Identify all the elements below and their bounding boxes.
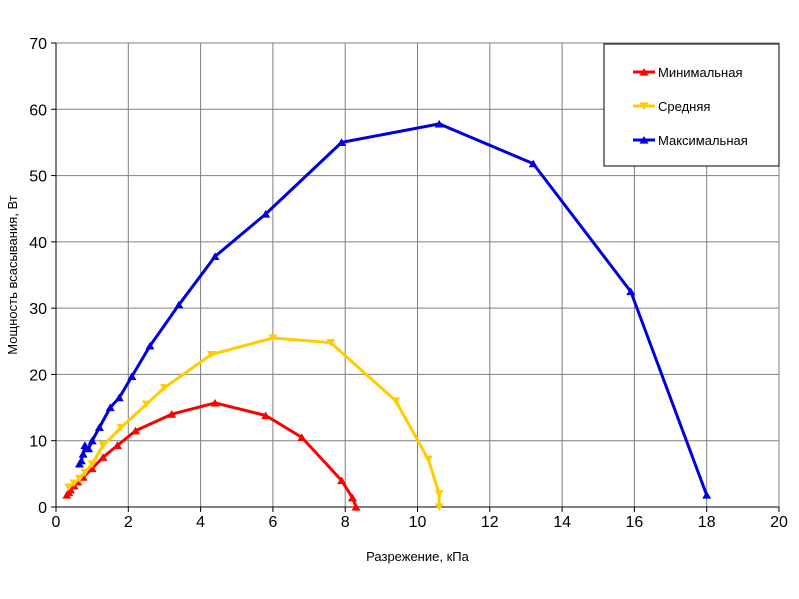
data-point bbox=[98, 441, 108, 450]
data-point bbox=[210, 252, 220, 261]
x-tick-label: 18 bbox=[698, 514, 716, 531]
legend: Минимальная Средняя Максимальная bbox=[603, 43, 780, 167]
data-point bbox=[434, 119, 444, 128]
data-point bbox=[423, 455, 433, 464]
series-line bbox=[67, 336, 441, 507]
series-line bbox=[65, 401, 358, 508]
data-point bbox=[337, 138, 347, 147]
x-tick-label: 4 bbox=[196, 514, 205, 531]
legend-label: Минимальная bbox=[658, 65, 743, 80]
legend-marker bbox=[639, 67, 649, 76]
data-point bbox=[87, 464, 97, 473]
axes bbox=[51, 42, 780, 512]
data-point bbox=[74, 474, 84, 483]
data-point bbox=[702, 491, 712, 499]
series-group bbox=[62, 119, 712, 512]
x-tick-label: 14 bbox=[553, 514, 571, 531]
data-point bbox=[351, 502, 361, 511]
data-point bbox=[434, 503, 444, 512]
legend-item: Средняя bbox=[633, 99, 710, 114]
data-point bbox=[127, 372, 137, 381]
y-tick-label: 0 bbox=[38, 500, 47, 517]
data-point bbox=[64, 483, 74, 492]
data-point bbox=[206, 350, 216, 359]
data-point bbox=[326, 339, 336, 347]
y-axis-label: Мощность всасывания, Вт bbox=[5, 195, 20, 354]
legend-item: Минимальная bbox=[633, 65, 743, 80]
data-point bbox=[391, 397, 401, 405]
x-tick-label: 0 bbox=[52, 514, 61, 531]
x-axis-label: Разрежение, кПа bbox=[366, 549, 469, 564]
y-tick-label: 40 bbox=[29, 235, 47, 252]
y-tick-label: 70 bbox=[29, 36, 47, 53]
y-tick-label: 30 bbox=[29, 301, 47, 318]
data-point bbox=[80, 468, 90, 477]
tick-labels: 0 2 4 6 8 10 12 14 16 18 20 0 10 20 30 40 50 60 70 bbox=[29, 36, 788, 531]
data-point bbox=[69, 479, 79, 488]
data-point bbox=[347, 493, 357, 502]
series-2 bbox=[64, 334, 444, 512]
data-point bbox=[528, 159, 538, 168]
data-point bbox=[159, 384, 169, 392]
data-point bbox=[87, 436, 97, 445]
legend-label: Максимальная bbox=[658, 133, 748, 148]
data-point bbox=[112, 441, 122, 449]
series-3 bbox=[74, 119, 712, 499]
data-point bbox=[434, 490, 444, 498]
data-point bbox=[84, 444, 94, 453]
data-point bbox=[78, 449, 88, 458]
data-point bbox=[626, 287, 636, 296]
data-point bbox=[87, 460, 97, 468]
data-point bbox=[114, 393, 124, 402]
data-point bbox=[94, 423, 104, 432]
data-point bbox=[116, 423, 126, 432]
y-tick-label: 60 bbox=[29, 102, 47, 119]
x-tick-label: 8 bbox=[341, 514, 350, 531]
data-point bbox=[261, 411, 271, 420]
data-point bbox=[337, 476, 347, 485]
y-tick-label: 20 bbox=[29, 367, 47, 384]
data-point bbox=[141, 400, 151, 409]
data-point bbox=[167, 410, 177, 418]
x-tick-label: 12 bbox=[481, 514, 499, 531]
y-tick-label: 10 bbox=[29, 434, 47, 451]
data-point bbox=[105, 403, 115, 412]
series-line bbox=[78, 122, 709, 496]
legend-marker bbox=[639, 102, 649, 111]
data-point bbox=[297, 433, 307, 441]
x-tick-label: 16 bbox=[626, 514, 644, 531]
legend-marker bbox=[639, 135, 649, 144]
data-point bbox=[131, 426, 141, 435]
data-point bbox=[65, 485, 75, 494]
x-tick-label: 6 bbox=[268, 514, 277, 531]
data-point bbox=[261, 209, 271, 218]
x-tick-label: 2 bbox=[124, 514, 133, 531]
x-tick-label: 10 bbox=[409, 514, 427, 531]
data-point bbox=[76, 456, 86, 465]
legend-item: Максимальная bbox=[633, 133, 748, 148]
data-point bbox=[210, 398, 220, 407]
x-tick-label: 20 bbox=[770, 514, 788, 531]
data-point bbox=[174, 300, 184, 309]
y-tick-label: 50 bbox=[29, 169, 47, 186]
data-point bbox=[98, 453, 108, 461]
data-point bbox=[145, 341, 155, 350]
legend-label: Средняя bbox=[658, 99, 710, 114]
data-point bbox=[268, 334, 278, 343]
